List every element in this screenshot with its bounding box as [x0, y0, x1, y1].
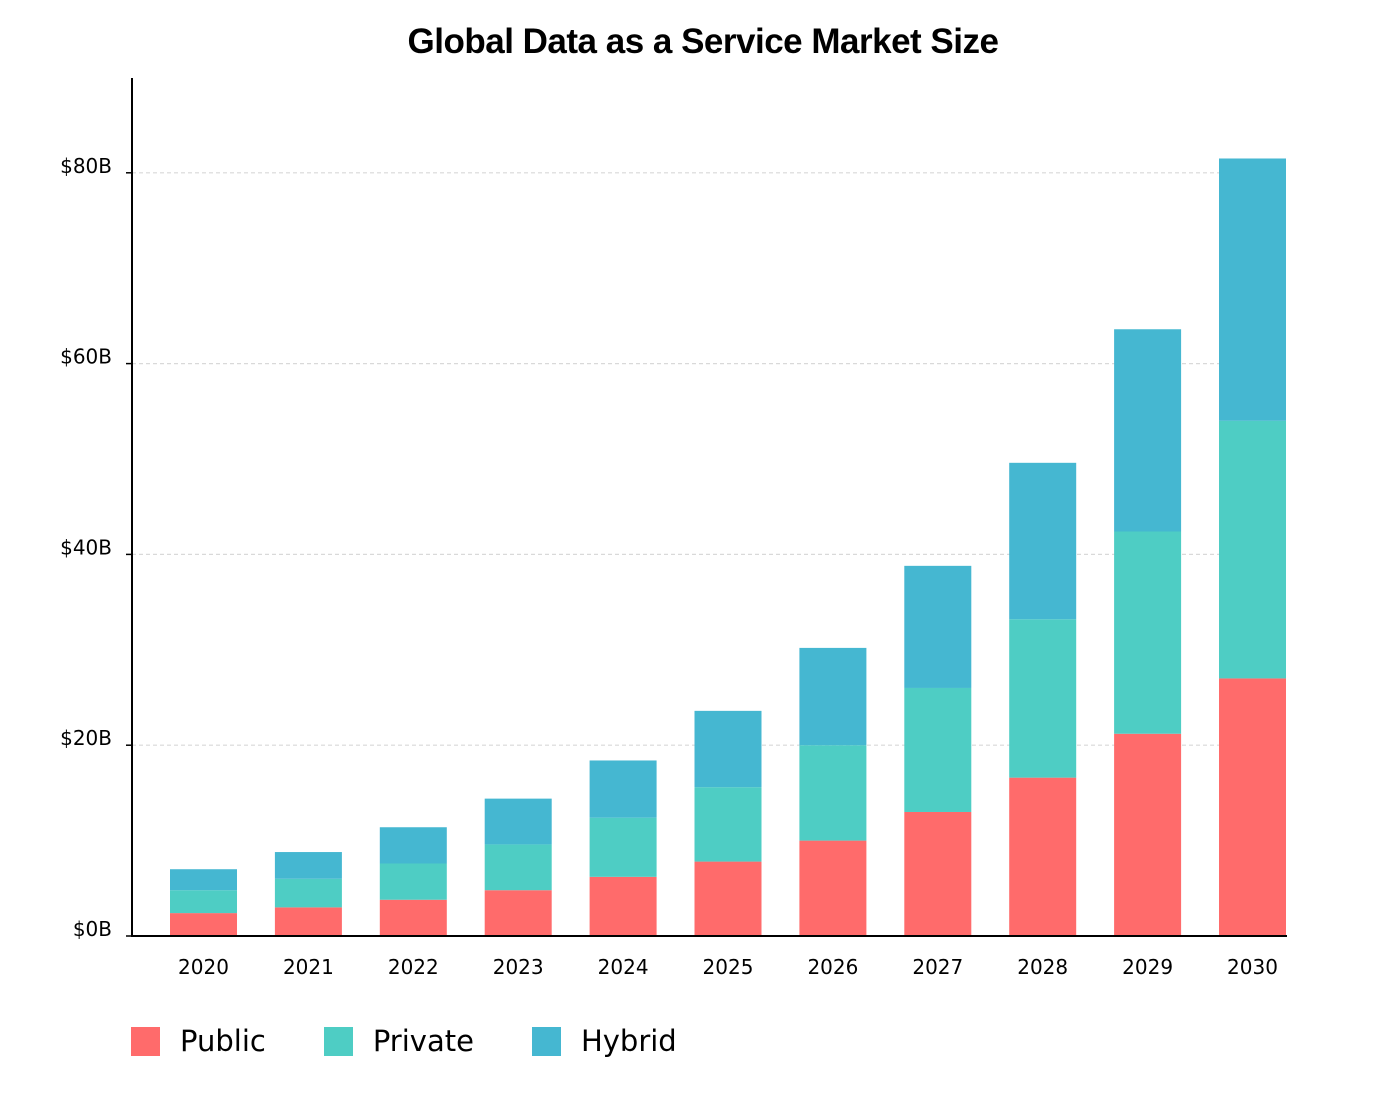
bar-segment-public [1009, 777, 1077, 936]
x-tick-labels: 2020 2021 2022 2023 2024 2025 2026 2027 2028 2029… [178, 955, 1278, 979]
axes [131, 78, 1287, 937]
bar-segment-public [484, 890, 552, 936]
bar-segment-private [1114, 531, 1182, 734]
y-tick-label: $40B [60, 535, 112, 559]
x-tick-label: 2023 [493, 955, 544, 979]
bar-segment-public [379, 899, 447, 936]
bar-segment-public [799, 840, 867, 936]
x-tick-label: 2022 [388, 955, 439, 979]
chart-plot: $0B $20B $40B $60B $80B 2020 2021 2022 2023 2024… [60, 78, 1287, 979]
legend-swatch [131, 1026, 160, 1056]
bar-segment-public [274, 907, 342, 936]
legend-label: Public [180, 1024, 266, 1058]
legend-swatch [531, 1026, 561, 1056]
x-tick-label: 2029 [1122, 955, 1173, 979]
x-tick-label: 2030 [1227, 955, 1278, 979]
bar-segment-hybrid [904, 565, 972, 688]
x-tick-label: 2025 [703, 955, 754, 979]
bars [170, 158, 1286, 936]
bar-segment-private [274, 878, 342, 908]
x-tick-label: 2027 [912, 955, 963, 979]
bar-segment-hybrid [1009, 462, 1077, 620]
bar-segment-hybrid [694, 710, 762, 788]
legend-item-private: Private [323, 1024, 474, 1058]
bar-segment-public [170, 913, 237, 936]
bar-segment-hybrid [1219, 158, 1286, 421]
legend: Public Private Hybrid [131, 1024, 735, 1058]
y-tick-label: $20B [60, 726, 112, 750]
bar-segment-hybrid [799, 647, 867, 746]
legend-swatch [323, 1026, 353, 1056]
bar-segment-private [170, 890, 237, 914]
bar-segment-public [1114, 733, 1182, 936]
x-tick-label: 2021 [283, 955, 334, 979]
y-tick-labels: $0B $20B $40B $60B $80B [60, 154, 132, 941]
grid-lines [132, 172, 1287, 746]
bar-segment-hybrid [589, 760, 657, 818]
legend-label: Hybrid [580, 1024, 677, 1058]
bar-segment-hybrid [170, 869, 237, 891]
bar-segment-private [484, 844, 552, 891]
x-tick-label: 2026 [807, 955, 858, 979]
bar-segment-public [589, 876, 657, 936]
bar-segment-hybrid [274, 852, 342, 879]
bar-segment-hybrid [484, 798, 552, 845]
legend-item-hybrid: Hybrid [531, 1024, 677, 1058]
bar-segment-private [1219, 420, 1286, 679]
y-tick-label: $80B [60, 154, 112, 178]
x-tick-label: 2020 [178, 955, 229, 979]
y-tick-label: $60B [60, 345, 112, 369]
bar-segment-private [799, 745, 867, 841]
y-tick-label: $0B [73, 917, 112, 941]
bar-segment-hybrid [379, 827, 447, 864]
bar-segment-public [694, 861, 762, 936]
bar-segment-private [694, 787, 762, 862]
bar-segment-public [904, 811, 972, 936]
bar-segment-hybrid [1114, 329, 1182, 532]
bar-segment-public [1219, 678, 1286, 936]
bar-segment-private [589, 817, 657, 877]
bar-segment-private [1009, 619, 1077, 778]
bar-segment-private [904, 687, 972, 812]
chart-title: Global Data as a Service Market Size [407, 22, 999, 61]
bar-segment-private [379, 863, 447, 900]
x-tick-label: 2028 [1017, 955, 1068, 979]
legend-label: Private [372, 1024, 474, 1058]
legend-item-public: Public [131, 1024, 266, 1058]
x-tick-label: 2024 [598, 955, 649, 979]
